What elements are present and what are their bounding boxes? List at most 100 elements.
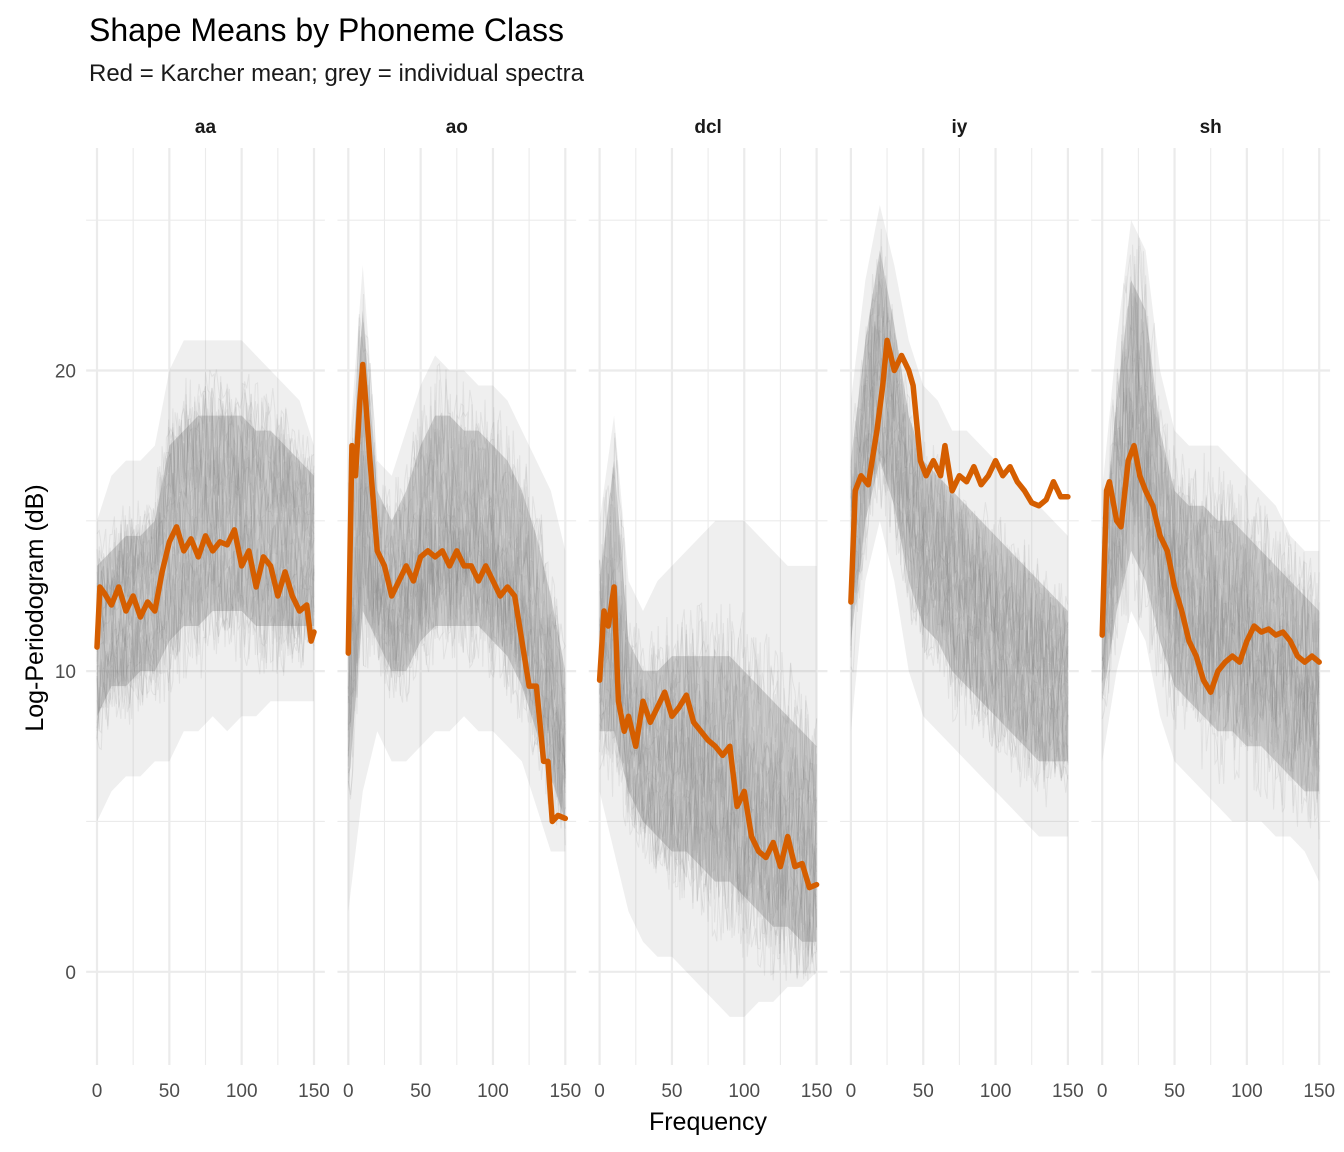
karcher-mean-line-ao — [345, 361, 569, 825]
individual-spectrum-line — [850, 399, 1069, 779]
individual-spectrum-line — [96, 406, 315, 632]
individual-spectrum-line — [1101, 297, 1320, 702]
panel-dcl: dcl 0 50 100 150 — [588, 117, 832, 1102]
individual-spectrum-line — [599, 558, 818, 888]
y-axis: 0 10 20 — [55, 361, 76, 983]
individual-spectrum-line — [599, 568, 818, 877]
facet-strip-label: ao — [446, 117, 468, 138]
individual-spectrum-line — [96, 427, 315, 628]
individual-spectrum-line — [1102, 295, 1320, 682]
individual-spectrum-line — [599, 489, 818, 801]
x-tick-label: 150 — [1052, 1081, 1084, 1102]
facet-panels: aa 0 50 100 150 ao 0 50 100 150 dcl 0 50 100 150 iy 0 50 1… — [86, 117, 1335, 1102]
facet-strip-label: sh — [1200, 117, 1222, 138]
individual-spectrum-line — [96, 457, 315, 665]
karcher-mean-line-dcl — [596, 584, 820, 891]
individual-spectrum-line — [850, 303, 1069, 686]
individual-spectrum-line — [1101, 330, 1320, 723]
individual-spectrum-line — [96, 369, 315, 615]
panel-iy: iy 0 50 100 150 — [840, 117, 1084, 1102]
individual-spectrum-line — [850, 414, 1069, 781]
individual-spectra-inner-band — [599, 460, 817, 942]
individual-spectrum-line — [850, 292, 1069, 684]
individual-spectrum-line — [96, 398, 315, 632]
individual-spectrum-line — [347, 449, 566, 767]
individual-spectrum-line — [96, 432, 315, 629]
x-tick-label: 50 — [1164, 1081, 1185, 1102]
x-axis-title: Frequency — [649, 1108, 768, 1136]
individual-spectrum-line — [850, 278, 1069, 684]
individual-spectrum-line — [850, 307, 1069, 699]
individual-spectrum-line — [96, 555, 315, 738]
individual-spectrum-line — [347, 293, 566, 647]
individual-spectra-inner-band — [97, 415, 314, 717]
individual-spectrum-line — [347, 450, 566, 739]
panel-sh: sh 0 50 100 150 — [1091, 117, 1335, 1102]
x-tick-label: 0 — [846, 1081, 857, 1102]
individual-spectrum-line — [850, 389, 1069, 761]
individual-spectrum-line — [850, 261, 1069, 683]
individual-spectrum-line — [1101, 249, 1320, 647]
individual-spectrum-line — [96, 386, 315, 617]
individual-spectrum-line — [1101, 395, 1320, 777]
individual-spectrum-line — [96, 450, 315, 662]
individual-spectrum-line — [347, 314, 566, 722]
individual-spectrum-line — [850, 411, 1069, 793]
x-tick-label: 150 — [298, 1081, 330, 1102]
individual-spectrum-line — [850, 281, 1069, 697]
individual-spectrum-line — [1101, 463, 1320, 829]
individual-spectrum-line — [96, 550, 315, 751]
y-tick-label: 10 — [55, 662, 76, 683]
individual-spectrum-line — [599, 507, 818, 846]
individual-spectrum-line — [347, 450, 566, 794]
individual-spectra-inner-band — [348, 310, 566, 822]
individual-spectrum-line — [347, 532, 566, 819]
individual-spectrum-line — [96, 387, 315, 610]
individual-spectrum-line — [850, 371, 1069, 750]
individual-spectrum-line — [1101, 375, 1320, 758]
individual-spectrum-line — [850, 228, 1069, 662]
individual-spectrum-line — [347, 353, 566, 691]
individual-spectrum-line — [599, 638, 818, 956]
karcher-mean-line-aa — [94, 524, 317, 650]
individual-spectrum-line — [599, 678, 818, 981]
individual-spectrum-line — [347, 510, 566, 819]
individual-spectrum-line — [1101, 392, 1320, 749]
individual-spectrum-line — [1101, 329, 1320, 738]
x-tick-label: 100 — [477, 1081, 509, 1102]
x-tick-label: 50 — [159, 1081, 180, 1102]
individual-spectrum-line — [850, 397, 1069, 767]
individual-spectrum-line — [347, 336, 566, 698]
individual-spectrum-line — [850, 411, 1069, 785]
karcher-mean-line-iy — [848, 337, 1071, 605]
individual-spectrum-line — [599, 554, 818, 886]
individual-spectrum-line — [347, 415, 566, 732]
individual-spectrum-line — [347, 336, 566, 758]
individual-spectra-inner-band — [1102, 280, 1320, 792]
individual-spectrum-line — [1101, 244, 1320, 665]
individual-spectra-outer-band — [599, 415, 817, 1017]
x-tick-label: 100 — [1231, 1081, 1263, 1102]
individual-spectra-outer-band — [97, 340, 314, 822]
chart-title: Shape Means by Phoneme Class — [89, 12, 564, 48]
individual-spectrum-line — [599, 524, 818, 856]
individual-spectrum-line — [347, 489, 566, 758]
individual-spectrum-line — [1101, 372, 1320, 763]
x-tick-label: 50 — [661, 1081, 682, 1102]
individual-spectra-outer-band — [348, 265, 566, 912]
individual-spectrum-line — [850, 386, 1069, 765]
x-tick-label: 150 — [549, 1081, 581, 1102]
y-tick-label: 20 — [55, 361, 76, 382]
individual-spectrum-line — [1101, 428, 1320, 800]
individual-spectrum-line — [599, 633, 817, 958]
facet-strip-label: aa — [195, 117, 217, 138]
individual-spectrum-line — [347, 518, 566, 812]
individual-spectrum-line — [599, 626, 818, 964]
individual-spectrum-line — [347, 393, 566, 762]
x-tick-label: 50 — [913, 1081, 934, 1102]
individual-spectrum-line — [96, 524, 315, 708]
individual-spectrum-line — [347, 413, 566, 779]
x-tick-label: 0 — [92, 1081, 103, 1102]
individual-spectrum-line — [1101, 352, 1320, 743]
